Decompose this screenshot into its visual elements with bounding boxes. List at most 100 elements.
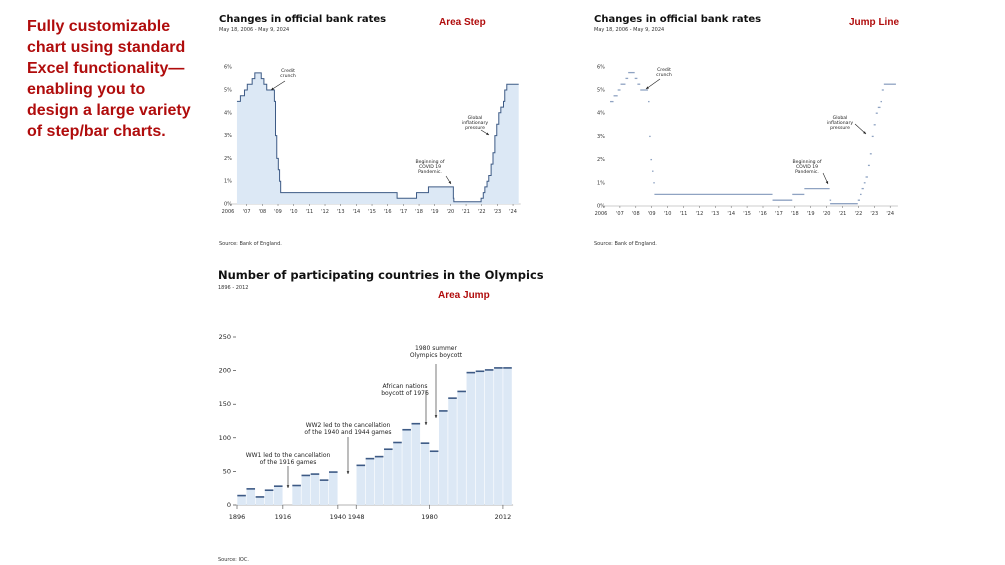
annotation-arrow-head bbox=[286, 485, 290, 488]
area-fill bbox=[236, 72, 519, 205]
bar bbox=[255, 496, 265, 505]
chart-subtitle: May 18, 2006 - May 9, 2024 bbox=[219, 27, 289, 33]
y-tick-label: 0% bbox=[224, 202, 232, 208]
bar bbox=[466, 372, 476, 505]
bar bbox=[329, 472, 338, 505]
annotation-text: Pandemic. bbox=[795, 169, 819, 175]
chart-title: Number of participating countries in the… bbox=[218, 268, 544, 282]
x-tick-label: '10 bbox=[664, 211, 672, 217]
chart-title: Changes in official bank rates bbox=[219, 14, 386, 25]
bar bbox=[319, 480, 329, 505]
bar bbox=[356, 465, 366, 505]
bar bbox=[384, 449, 393, 505]
x-tick-label: '08 bbox=[258, 209, 266, 215]
annotation-arrow-head bbox=[863, 131, 866, 134]
x-tick-label: '19 bbox=[807, 211, 815, 217]
annotation-text: inflationary bbox=[827, 120, 853, 126]
x-tick-label: '17 bbox=[775, 211, 783, 217]
x-tick-label: '13 bbox=[711, 211, 719, 217]
x-tick-label: 2006 bbox=[595, 211, 608, 217]
x-tick-label: '21 bbox=[462, 209, 470, 215]
x-tick-label: '20 bbox=[447, 209, 455, 215]
x-tick-label: '12 bbox=[696, 211, 704, 217]
y-tick-label: 3% bbox=[597, 134, 605, 140]
bar bbox=[475, 371, 485, 505]
y-tick-label: 2% bbox=[224, 156, 232, 162]
bar bbox=[246, 488, 256, 505]
x-tick-label: '16 bbox=[384, 209, 392, 215]
y-tick-label: 1% bbox=[224, 179, 232, 185]
annotation-text: Credit bbox=[657, 67, 671, 73]
chart-style-label: Jump Line bbox=[849, 17, 899, 28]
bar bbox=[301, 475, 311, 505]
annotation-text: crunch bbox=[656, 72, 672, 78]
annotation-text: of the 1916 games bbox=[260, 459, 317, 466]
x-tick-label: '11 bbox=[305, 209, 313, 215]
source-note: Source: IOC. bbox=[218, 557, 249, 563]
x-tick-label: 1948 bbox=[348, 513, 365, 521]
chart-subtitle: May 18, 2006 - May 9, 2024 bbox=[594, 27, 664, 33]
bar bbox=[420, 443, 430, 505]
source-note: Source: Bank of England. bbox=[594, 241, 657, 247]
y-tick-label: 200 bbox=[219, 367, 231, 375]
x-tick-label: '07 bbox=[243, 209, 251, 215]
step-line bbox=[236, 72, 519, 203]
y-tick-label: 250 bbox=[219, 333, 231, 341]
bar bbox=[503, 367, 512, 505]
annotation-text: inflationary bbox=[462, 120, 488, 126]
annotation-arrow-head bbox=[486, 132, 489, 135]
x-tick-label: '18 bbox=[791, 211, 799, 217]
annotation-text: COVID 19 bbox=[419, 164, 441, 170]
x-tick-label: 1916 bbox=[275, 513, 292, 521]
y-tick-label: 4% bbox=[224, 110, 232, 116]
x-tick-label: '10 bbox=[290, 209, 298, 215]
x-tick-label: '23 bbox=[494, 209, 502, 215]
x-tick-label: '13 bbox=[337, 209, 345, 215]
bar bbox=[310, 474, 320, 505]
y-tick-label: 0 bbox=[227, 501, 231, 509]
x-tick-label: '08 bbox=[632, 211, 640, 217]
source-note: Source: Bank of England. bbox=[219, 241, 282, 247]
bar bbox=[393, 442, 402, 505]
annotation-text: crunch bbox=[280, 73, 296, 79]
x-tick-label: '19 bbox=[431, 209, 439, 215]
annotation-text: Global bbox=[833, 115, 848, 121]
bar bbox=[374, 456, 384, 505]
x-tick-label: 1940 bbox=[330, 513, 347, 521]
bar bbox=[429, 451, 439, 505]
x-tick-label: '24 bbox=[886, 211, 894, 217]
bar bbox=[448, 398, 457, 505]
bar bbox=[411, 423, 421, 505]
annotation-arrow-head bbox=[434, 415, 438, 418]
bar bbox=[264, 490, 274, 505]
annotation-text: pressure bbox=[830, 125, 850, 131]
annotation-text: 1980 summer bbox=[415, 345, 457, 352]
y-tick-label: 50 bbox=[223, 467, 231, 475]
x-tick-label: 1980 bbox=[421, 513, 438, 521]
annotation-arrow-head bbox=[424, 422, 428, 425]
x-tick-label: '09 bbox=[274, 209, 282, 215]
bar bbox=[484, 369, 494, 505]
x-tick-label: '12 bbox=[321, 209, 329, 215]
annotation-text: Credit bbox=[281, 68, 295, 74]
annotation-arrow-head bbox=[346, 471, 350, 474]
x-tick-label: '15 bbox=[368, 209, 376, 215]
y-tick-label: 100 bbox=[219, 434, 231, 442]
annotation-arrow-head bbox=[271, 87, 274, 90]
x-tick-label: '18 bbox=[415, 209, 423, 215]
bar bbox=[365, 458, 375, 505]
x-tick-label: '21 bbox=[839, 211, 847, 217]
x-tick-label: '17 bbox=[399, 209, 407, 215]
chart-style-label: Area Step bbox=[439, 17, 486, 28]
x-tick-label: '16 bbox=[759, 211, 767, 217]
x-tick-label: '22 bbox=[855, 211, 863, 217]
annotation-arrow bbox=[270, 80, 286, 91]
y-tick-label: 1% bbox=[597, 180, 605, 186]
intro-text: Fully customizable chart using standard … bbox=[27, 18, 191, 140]
bar bbox=[402, 429, 411, 505]
bar bbox=[439, 410, 448, 505]
bar bbox=[292, 485, 301, 505]
x-tick-label: '23 bbox=[870, 211, 878, 217]
x-tick-label: 2006 bbox=[222, 209, 235, 215]
